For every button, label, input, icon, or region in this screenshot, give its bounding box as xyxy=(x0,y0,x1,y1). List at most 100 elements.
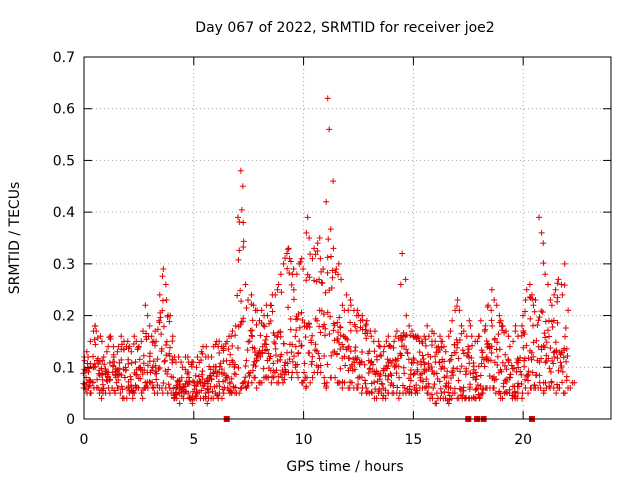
data-point xyxy=(499,323,506,330)
data-point xyxy=(301,360,308,367)
data-point xyxy=(307,251,314,258)
data-point xyxy=(494,353,501,360)
data-point xyxy=(204,386,211,393)
data-point xyxy=(382,395,389,402)
data-point xyxy=(228,333,235,340)
data-point xyxy=(163,341,170,348)
data-point xyxy=(511,365,518,372)
data-point xyxy=(562,325,569,332)
data-point xyxy=(311,245,318,252)
data-point xyxy=(467,322,474,329)
data-point xyxy=(118,356,125,363)
data-point xyxy=(315,350,322,357)
data-point xyxy=(517,368,524,375)
data-point xyxy=(298,309,305,316)
data-point xyxy=(545,327,552,334)
data-point xyxy=(282,366,289,373)
data-point xyxy=(363,384,370,391)
data-point xyxy=(277,328,284,335)
data-point xyxy=(302,333,309,340)
data-point xyxy=(240,315,247,322)
data-point xyxy=(92,363,99,370)
data-point xyxy=(349,363,356,370)
data-point xyxy=(425,383,432,390)
data-point xyxy=(328,285,335,292)
data-point xyxy=(287,326,294,333)
data-point xyxy=(160,380,167,387)
data-point xyxy=(290,296,297,303)
data-point xyxy=(98,371,105,378)
data-point xyxy=(366,348,373,355)
data-point xyxy=(323,383,330,390)
data-point xyxy=(522,297,529,304)
data-point xyxy=(476,394,483,401)
data-point xyxy=(229,343,236,350)
data-point xyxy=(502,389,509,396)
data-point xyxy=(468,355,475,362)
data-point xyxy=(469,342,476,349)
data-point xyxy=(542,379,549,386)
data-point xyxy=(278,289,285,296)
data-point xyxy=(101,361,108,368)
data-point xyxy=(290,286,297,293)
data-point xyxy=(425,390,432,397)
data-point xyxy=(454,365,461,372)
data-point xyxy=(369,361,376,368)
x-tick-label: 0 xyxy=(80,432,89,448)
data-point xyxy=(247,327,254,334)
data-point xyxy=(540,259,547,266)
data-point xyxy=(149,379,156,386)
data-point xyxy=(296,324,303,331)
data-point xyxy=(401,370,408,377)
data-point xyxy=(547,345,554,352)
data-point xyxy=(347,297,354,304)
data-point xyxy=(274,286,281,293)
data-point xyxy=(410,371,417,378)
data-point xyxy=(278,351,285,358)
data-point xyxy=(554,280,561,287)
x-tick-label: 5 xyxy=(189,432,198,448)
data-point xyxy=(103,348,110,355)
data-point xyxy=(542,318,549,325)
data-point xyxy=(267,317,274,324)
data-point xyxy=(487,357,494,364)
data-point xyxy=(300,377,307,384)
data-point xyxy=(306,274,313,281)
data-point xyxy=(275,281,282,288)
data-point xyxy=(423,367,430,374)
data-point xyxy=(248,327,255,334)
data-point xyxy=(374,356,381,363)
data-point xyxy=(538,346,545,353)
data-point xyxy=(163,338,170,345)
data-point xyxy=(312,251,319,258)
data-point xyxy=(497,366,504,373)
data-point xyxy=(561,260,568,267)
data-point xyxy=(354,355,361,362)
data-point xyxy=(556,384,563,391)
data-point xyxy=(494,339,501,346)
data-point xyxy=(164,371,171,377)
data-point xyxy=(317,255,324,262)
data-point xyxy=(124,338,131,345)
data-point xyxy=(559,291,566,298)
data-point xyxy=(558,281,565,288)
data-point xyxy=(432,400,439,407)
data-point xyxy=(231,363,238,370)
data-point xyxy=(359,374,366,381)
data-point xyxy=(428,363,435,370)
data-point xyxy=(238,206,245,213)
data-point xyxy=(237,385,244,392)
data-point xyxy=(542,271,549,278)
data-point xyxy=(323,198,330,205)
data-point xyxy=(446,392,453,399)
data-point xyxy=(319,280,326,287)
data-point xyxy=(317,369,324,376)
data-point xyxy=(149,339,156,346)
data-point xyxy=(460,328,467,335)
data-point xyxy=(295,311,302,318)
data-point xyxy=(252,363,259,370)
data-point xyxy=(395,395,402,402)
data-point xyxy=(348,379,355,386)
data-point xyxy=(163,352,170,359)
data-point xyxy=(483,337,490,344)
